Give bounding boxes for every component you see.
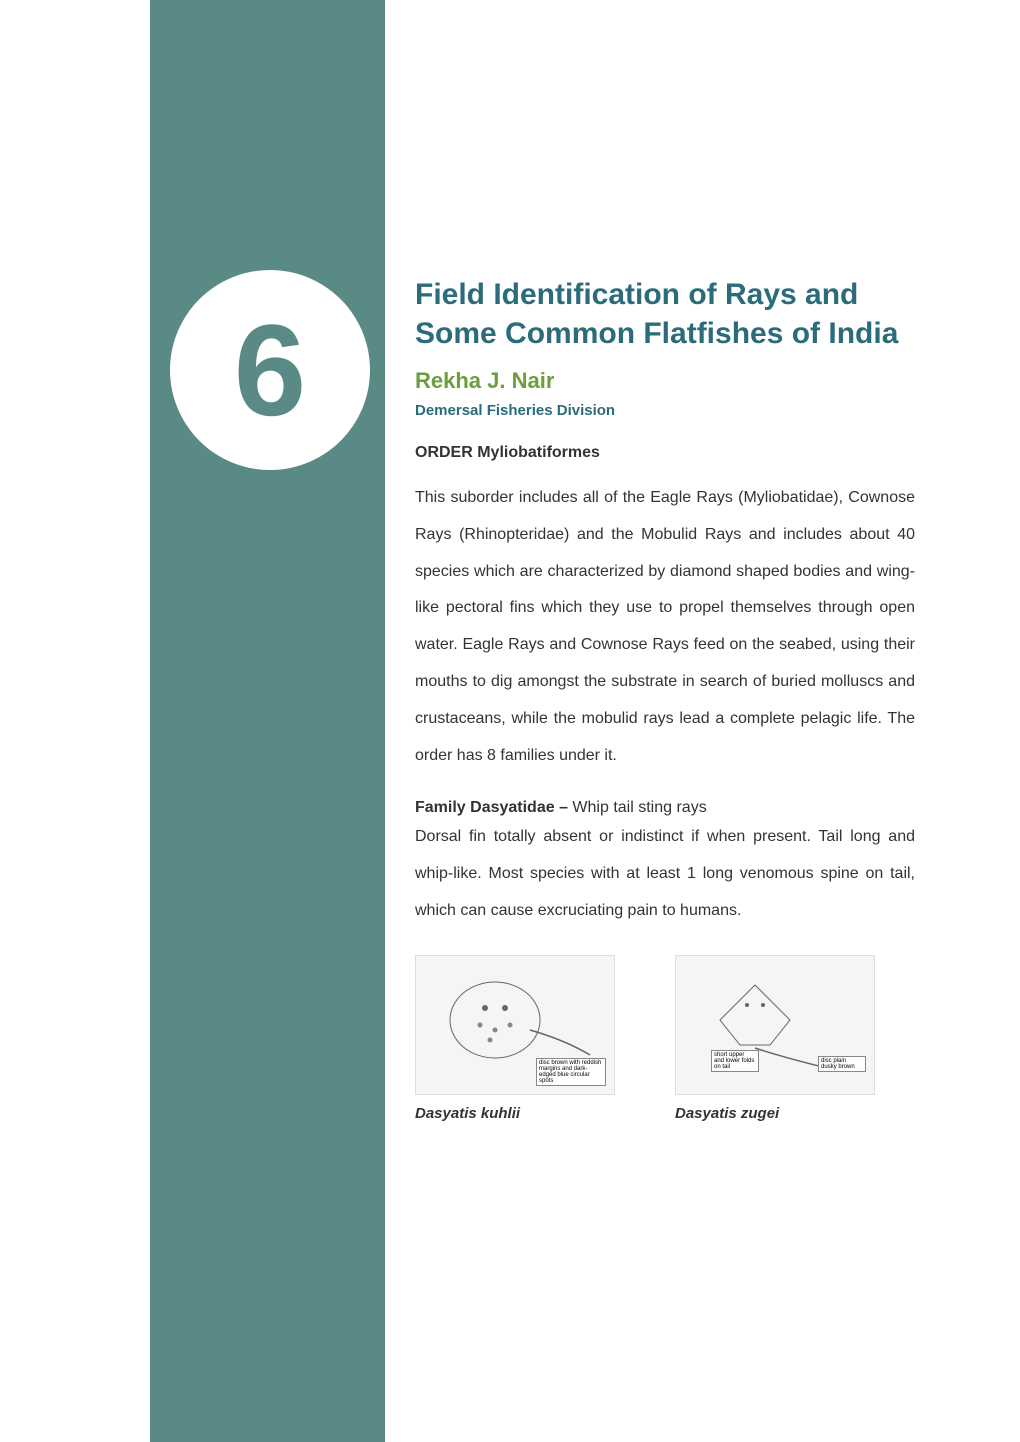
chapter-circle: 6 <box>170 270 370 470</box>
figure-1-image: disc brown with reddish margins and dark… <box>415 955 615 1095</box>
order-body-text: This suborder includes all of the Eagle … <box>415 480 915 774</box>
division-name: Demersal Fisheries Division <box>415 402 915 419</box>
figure-2: short upper and lower folds on tail disc… <box>675 955 875 1122</box>
figure-1: disc brown with reddish margins and dark… <box>415 955 615 1122</box>
chapter-number: 6 <box>234 305 306 435</box>
figure-1-annotation: disc brown with reddish margins and dark… <box>536 1058 606 1086</box>
order-heading: ORDER Myliobatiformes <box>415 444 915 462</box>
figure-1-caption: Dasyatis kuhlii <box>415 1105 520 1122</box>
author-name: Rekha J. Nair <box>415 368 915 394</box>
content-area: Field Identification of Rays and Some Co… <box>415 275 915 1122</box>
figure-2-annotation-2: disc plain dusky brown <box>818 1056 866 1072</box>
figure-2-caption: Dasyatis zugei <box>675 1105 779 1122</box>
family-heading-rest: Whip tail sting rays <box>572 799 706 816</box>
family-heading: Family Dasyatidae – Whip tail sting rays <box>415 799 915 817</box>
family-heading-bold: Family Dasyatidae – <box>415 799 572 816</box>
page-title: Field Identification of Rays and Some Co… <box>415 275 915 353</box>
sidebar-band <box>150 0 385 1442</box>
figure-2-image: short upper and lower folds on tail disc… <box>675 955 875 1095</box>
figures-row: disc brown with reddish margins and dark… <box>415 955 915 1122</box>
family-body-text: Dorsal fin totally absent or indistinct … <box>415 819 915 929</box>
figure-2-annotation-1: short upper and lower folds on tail <box>711 1050 759 1072</box>
